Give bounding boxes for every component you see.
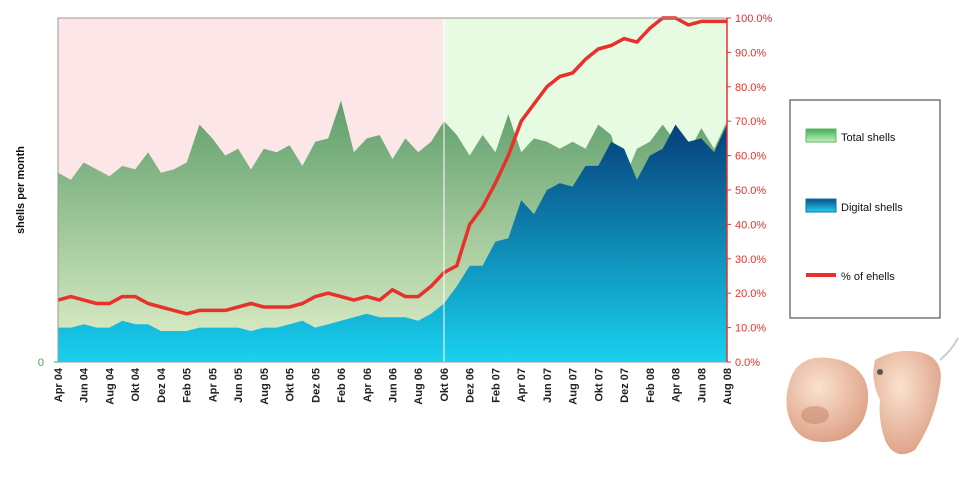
x-tick-label: Feb 07 [490, 368, 502, 403]
legend-swatch [805, 128, 837, 143]
x-tick-label: Dez 04 [156, 367, 168, 403]
x-tick-label: Apr 06 [362, 368, 374, 402]
x-tick-label: Apr 08 [671, 368, 683, 402]
y2-tick-label: 20.0% [735, 288, 766, 300]
x-tick-label: Aug 07 [568, 368, 580, 405]
y2-tick-label: 30.0% [735, 254, 766, 266]
x-tick-label: Aug 05 [259, 368, 271, 405]
x-tick-label: Okt 05 [285, 368, 297, 402]
x-tick-label: Okt 04 [130, 367, 142, 402]
hearing-aid-image [786, 337, 959, 455]
y2-tick-label: 90.0% [735, 47, 766, 59]
y2-tick-label: 40.0% [735, 219, 766, 231]
x-tick-label: Aug 04 [104, 367, 116, 405]
y2-tick-label: 80.0% [735, 82, 766, 94]
x-tick-label: Dez 05 [310, 368, 322, 403]
legend-label: Total shells [841, 132, 896, 144]
y2-tick-label: 60.0% [735, 151, 766, 163]
x-tick-label: Dez 06 [465, 368, 477, 403]
x-tick-label: Dez 07 [619, 368, 631, 403]
x-tick-label: Feb 05 [182, 368, 194, 403]
plot-area [57, 16, 728, 363]
area [58, 124, 727, 362]
x-tick-label: Jun 06 [388, 368, 400, 403]
y2-tick-label: 70.0% [735, 116, 766, 128]
y2-tick-label: 50.0% [735, 185, 766, 197]
y-tick-label: 0 [38, 357, 44, 369]
y2-tick-label: 0.0% [735, 357, 760, 369]
y2-tick-label: 100.0% [735, 13, 773, 25]
x-tick-label: Jun 04 [79, 367, 91, 403]
x-tick-label: Aug 08 [722, 368, 734, 405]
legend-swatch [805, 198, 837, 213]
x-tick-label: Apr 04 [53, 367, 65, 402]
y-axis-label: shells per month [15, 146, 27, 234]
x-tick-label: Apr 07 [516, 368, 528, 402]
line [57, 16, 727, 316]
x-tick-label: Jun 05 [233, 368, 245, 403]
y2-tick-label: 10.0% [735, 323, 766, 335]
x-tick-label: Feb 06 [336, 368, 348, 403]
legend-label: Digital shells [841, 202, 903, 214]
x-tick-label: Okt 07 [593, 368, 605, 402]
legend-label: % of ehells [841, 271, 895, 283]
x-tick-label: Apr 05 [207, 368, 219, 402]
x-tick-label: Feb 08 [645, 368, 657, 403]
x-tick-label: Okt 06 [439, 368, 451, 402]
x-tick-label: Jun 07 [542, 368, 554, 403]
x-tick-label: Jun 08 [696, 368, 708, 403]
x-tick-label: Aug 06 [413, 368, 425, 405]
